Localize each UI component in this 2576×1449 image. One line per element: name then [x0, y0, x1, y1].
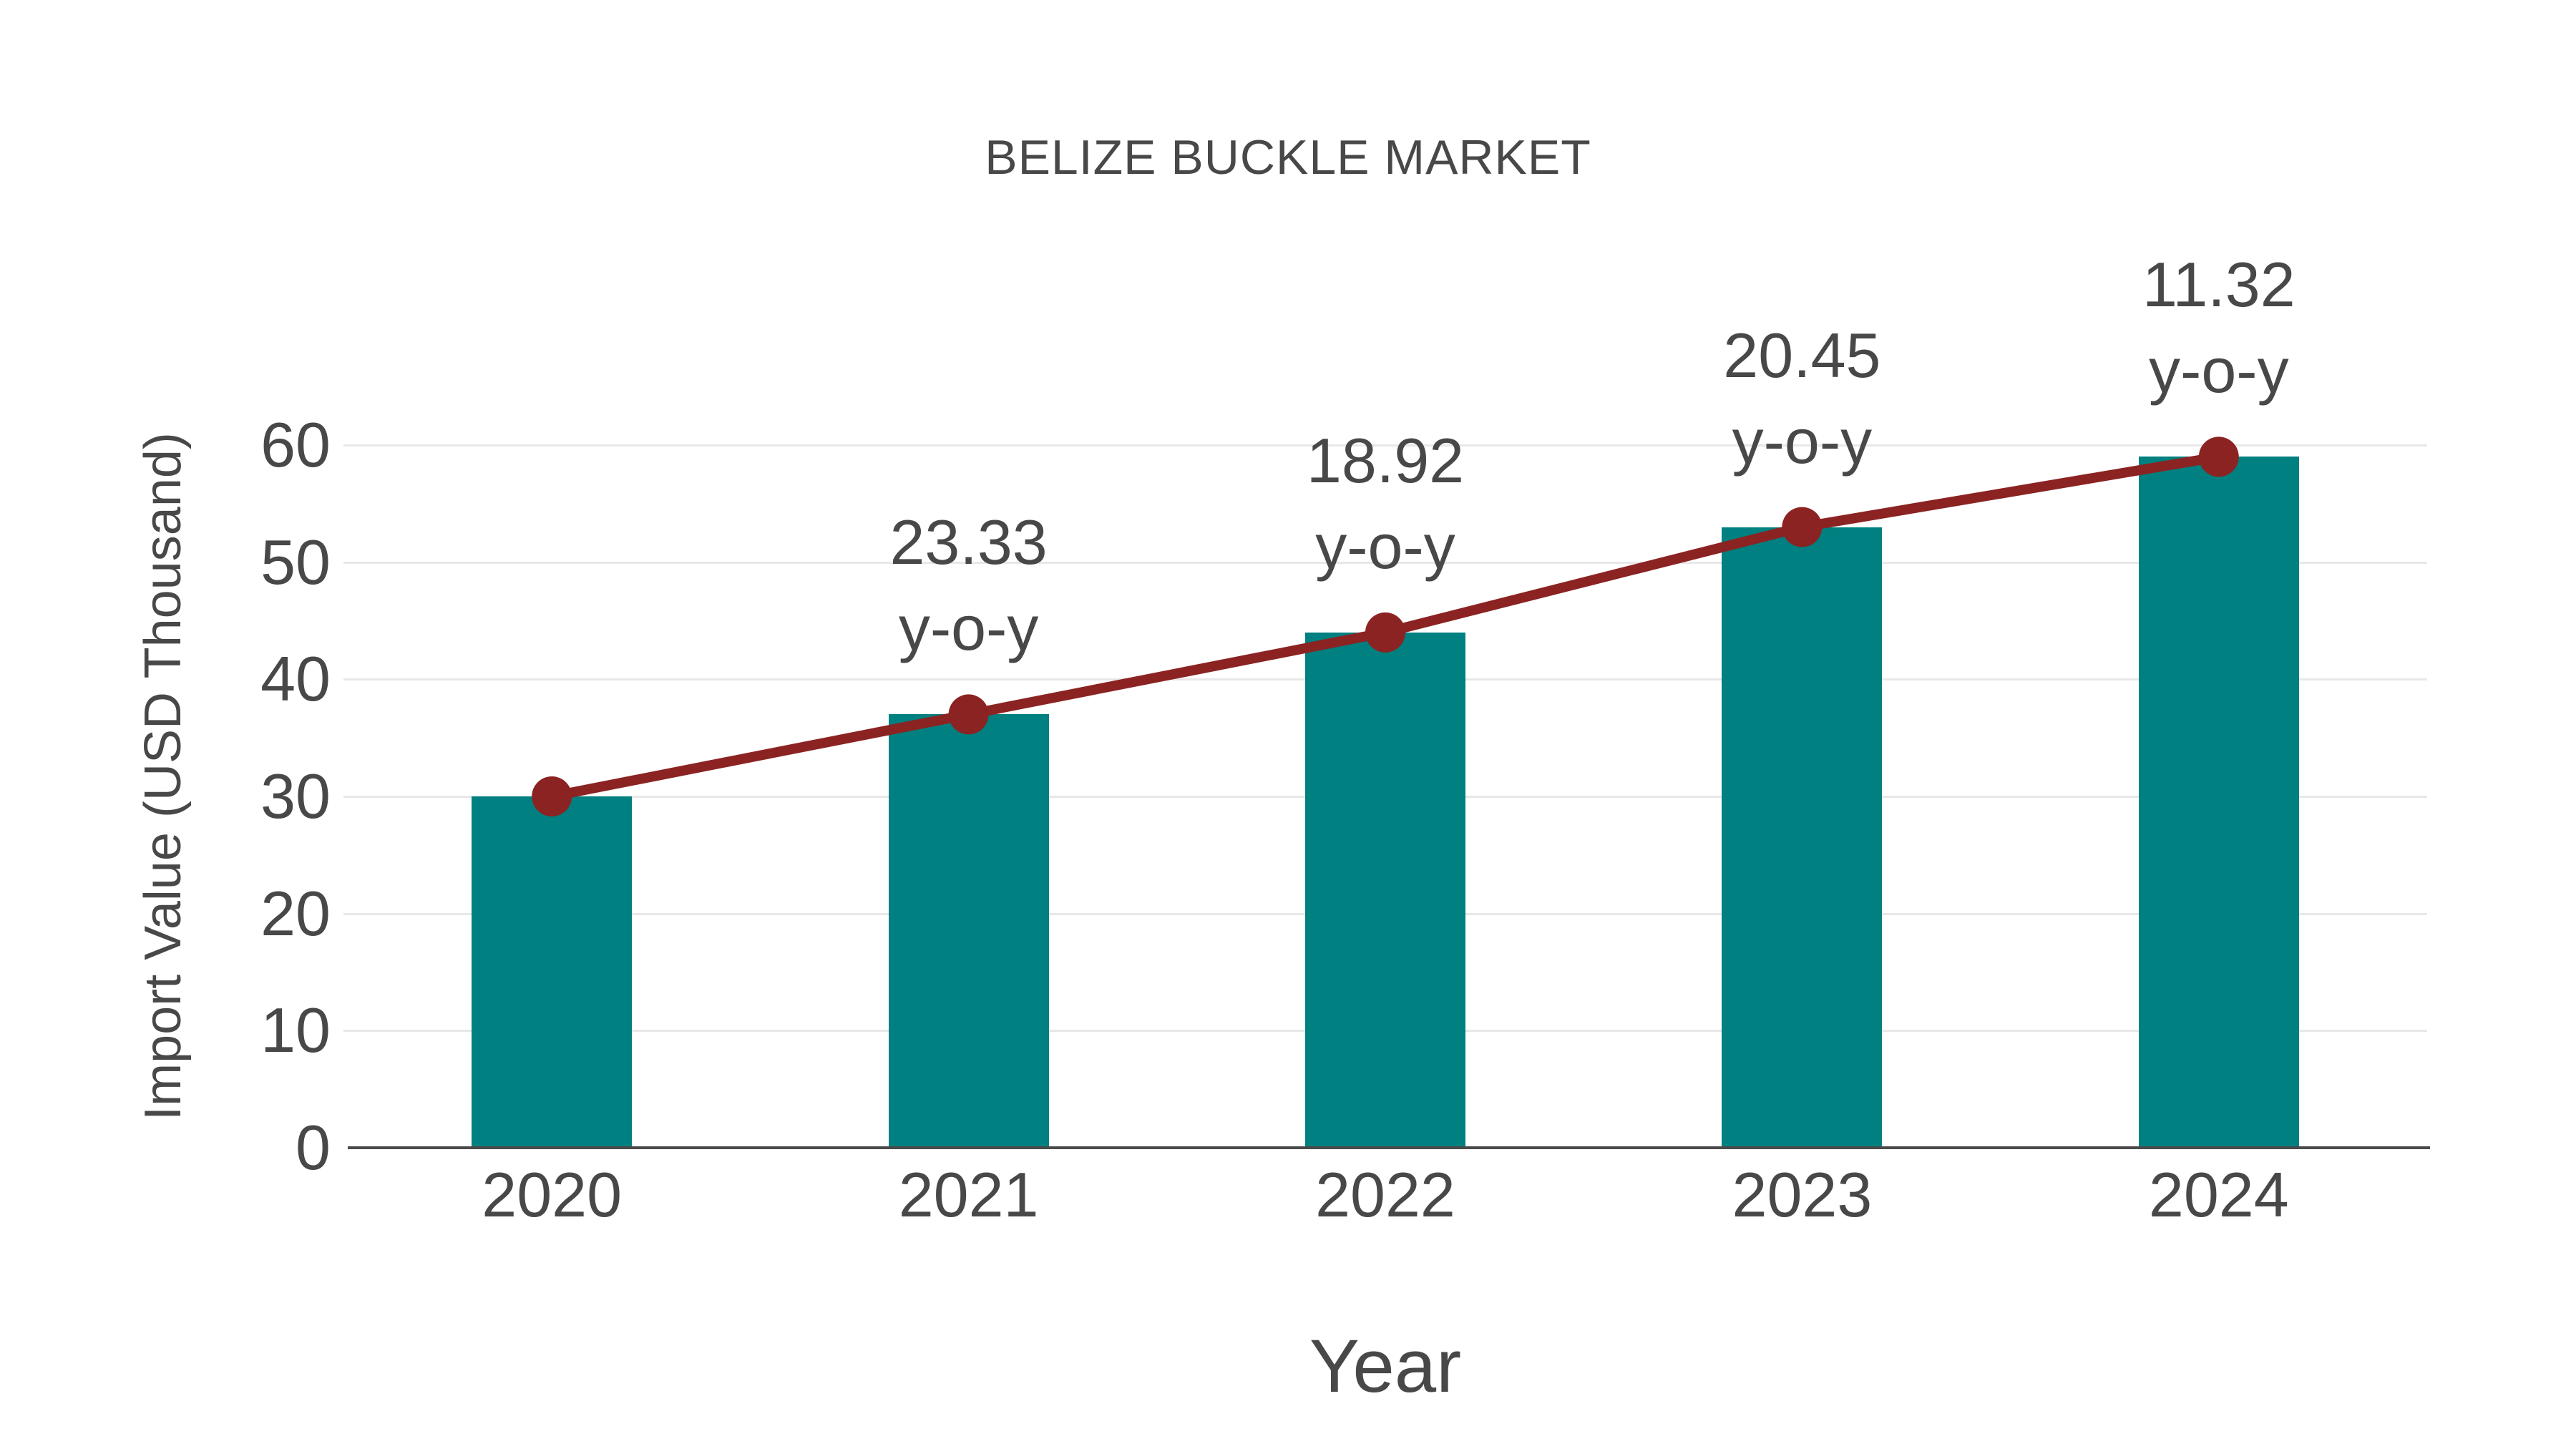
- data-point-2023: [1782, 507, 1823, 547]
- annotation-suffix-2021: y-o-y: [898, 592, 1039, 664]
- data-point-2024: [2198, 436, 2239, 477]
- y-tick-label-30: 30: [260, 761, 331, 831]
- annotation-value-2023: 20.45: [1723, 319, 1881, 391]
- x-axis-title: Year: [1309, 1324, 1462, 1408]
- bar-2020: [472, 796, 633, 1148]
- gridline-y50: [343, 561, 2427, 564]
- y-tick-label-20: 20: [260, 877, 331, 949]
- annotation-value-2024: 11.32: [2142, 249, 2296, 321]
- y-tick-label-40: 40: [260, 643, 331, 715]
- x-axis-line: [348, 1146, 2430, 1149]
- x-tick-label-2024: 2024: [2148, 1159, 2289, 1230]
- data-point-2020: [532, 776, 572, 816]
- y-tick-label-60: 60: [260, 409, 331, 480]
- x-tick-label-2020: 2020: [482, 1159, 623, 1230]
- x-tick-label-2023: 2023: [1732, 1159, 1873, 1230]
- bar-2024: [2138, 457, 2299, 1148]
- bar-2023: [1722, 527, 1883, 1148]
- annotation-suffix-2023: y-o-y: [1732, 405, 1873, 477]
- annotation-suffix-2022: y-o-y: [1315, 510, 1455, 582]
- annotation-2023: 20.45 y-o-y: [1723, 313, 1880, 484]
- annotation-suffix-2024: y-o-y: [2149, 335, 2289, 406]
- y-tick-label-10: 10: [260, 995, 331, 1066]
- y-tick-label-0: 0: [296, 1112, 331, 1183]
- annotation-2021: 23.33 y-o-y: [889, 499, 1047, 671]
- chart-title: BELIZE BUCKLE MARKET: [985, 130, 1591, 185]
- x-tick-label-2022: 2022: [1315, 1159, 1455, 1230]
- y-tick-label-50: 50: [260, 526, 331, 597]
- gridline-y60: [343, 444, 2427, 447]
- x-tick-label-2021: 2021: [898, 1159, 1039, 1230]
- bar-2021: [888, 714, 1049, 1148]
- data-point-2021: [948, 694, 989, 735]
- bar-2022: [1305, 632, 1465, 1148]
- annotation-value-2022: 18.92: [1306, 424, 1465, 496]
- annotation-2024: 11.32 y-o-y: [2142, 242, 2296, 414]
- annotation-value-2021: 23.33: [889, 507, 1048, 578]
- annotation-2022: 18.92 y-o-y: [1307, 418, 1464, 590]
- data-point-2022: [1365, 612, 1405, 653]
